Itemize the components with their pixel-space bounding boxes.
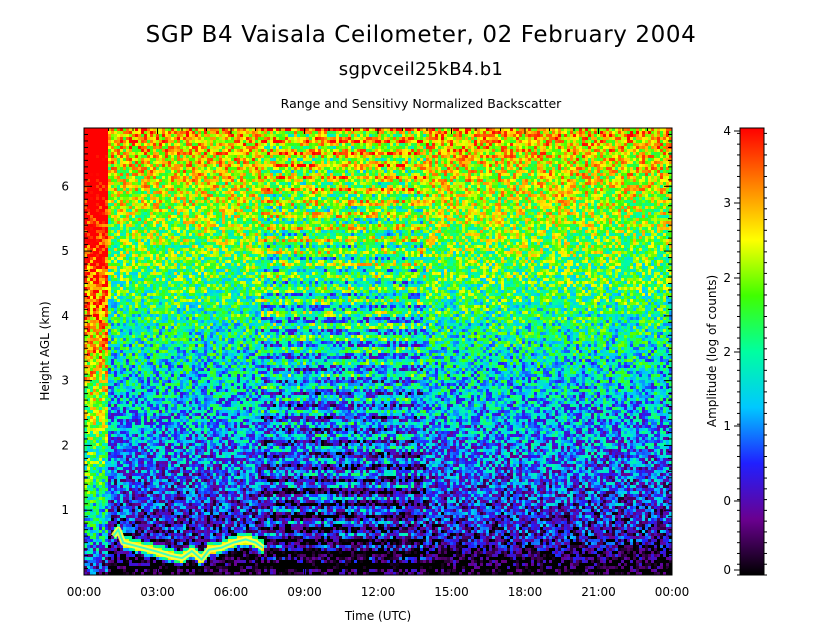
y-tick-label: 6 [61, 179, 69, 193]
y-tick-label: 3 [61, 374, 69, 388]
x-tick-label: 15:00 [434, 585, 469, 599]
colorbar-tick-label: 1 [723, 419, 731, 433]
colorbar-tick-label: 2 [723, 345, 731, 359]
x-tick-label: 12:00 [361, 585, 396, 599]
plot-axes: 00:00 03:00 06:00 09:00 12:00 15:00 18:00 21:00… [61, 127, 690, 599]
x-tick-label: 03:00 [140, 585, 175, 599]
x-axis-label: Time (UTC) [344, 609, 411, 623]
heatmap-image [84, 128, 672, 575]
y-tick-label: 1 [61, 503, 69, 517]
x-tick-label: 21:00 [581, 585, 616, 599]
colorbar-gradient [739, 127, 765, 576]
colorbar-tick-label: 0 [723, 494, 731, 508]
colorbar-tick-label: 3 [723, 196, 731, 210]
colorbar-label: Amplitude (log of counts) [705, 275, 719, 427]
colorbar-tick-label: 2 [723, 271, 731, 285]
y-axis-label: Height AGL (km) [38, 301, 52, 400]
colorbar-tick-label: 4 [723, 124, 731, 138]
plot-title: Range and Sensitivy Normalized Backscatt… [280, 96, 562, 111]
colorbar-tick-label: 0 [723, 563, 731, 577]
chart-subtitle: sgpvceil25kB4.b1 [338, 59, 504, 80]
x-tick-label: 00:00 [67, 585, 102, 599]
y-tick-label: 2 [61, 438, 69, 452]
x-tick-label: 09:00 [287, 585, 322, 599]
backscatter-heatmap [84, 128, 672, 575]
cloud-layer-core [112, 527, 264, 561]
x-tick-label: 00:00 [655, 585, 690, 599]
x-tick-label: 18:00 [508, 585, 543, 599]
colorbar: 0 0 1 2 2 3 4 [723, 124, 767, 577]
y-tick-label: 4 [61, 309, 69, 323]
y-tick-label: 5 [61, 244, 69, 258]
chart-title: SGP B4 Vaisala Ceilometer, 02 February 2… [145, 22, 697, 48]
x-tick-label: 06:00 [214, 585, 249, 599]
